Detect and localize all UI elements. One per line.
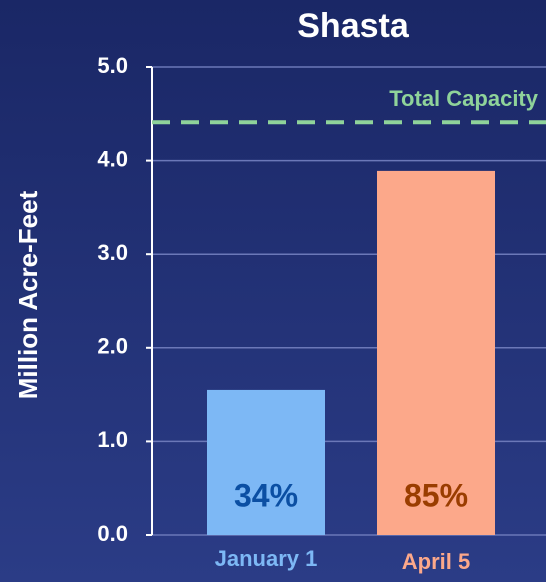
- bar: [377, 170, 495, 535]
- y-tick-label: 5.0: [97, 53, 128, 78]
- y-tick-label: 0.0: [97, 521, 128, 546]
- x-tick-label: January 1: [215, 546, 318, 571]
- y-tick-label: 3.0: [97, 240, 128, 265]
- bar-annotation: 85%: [404, 477, 468, 513]
- x-tick-label: April 5: [402, 549, 470, 574]
- capacity-label: Total Capacity: [389, 86, 539, 111]
- y-axis-label: Million Acre-Feet: [13, 190, 43, 399]
- y-tick-label: 1.0: [97, 427, 128, 452]
- y-tick-label: 4.0: [97, 146, 128, 171]
- bar: [207, 389, 325, 535]
- bar-annotation: 34%: [234, 477, 298, 513]
- y-tick-label: 2.0: [97, 334, 128, 359]
- chart-title: Shasta: [297, 7, 410, 45]
